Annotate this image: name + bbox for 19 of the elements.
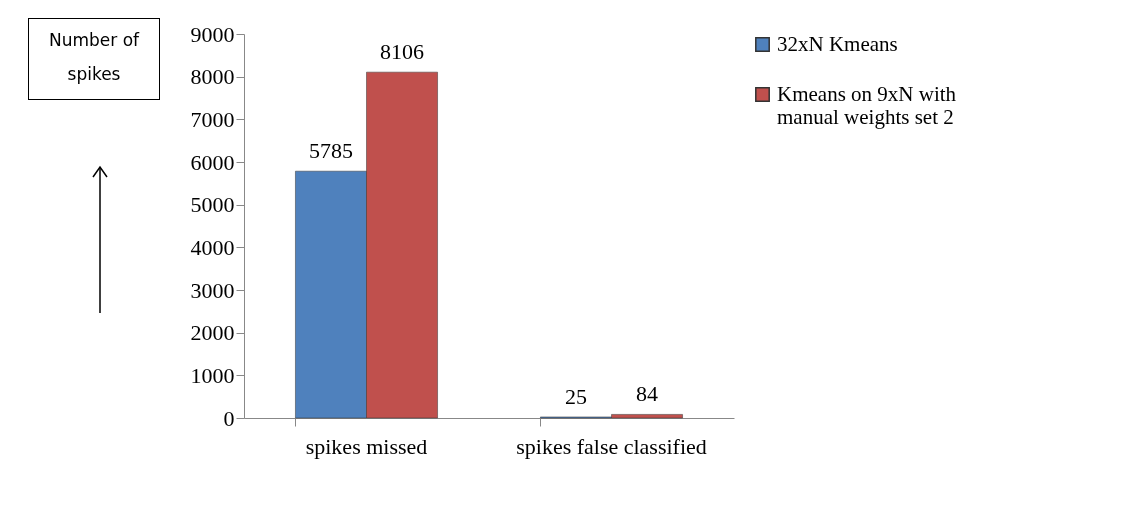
data-label: 84 (636, 381, 659, 407)
y-tick-label: 3000 (190, 277, 235, 303)
y-tick-label: 5000 (190, 192, 235, 218)
y-tick-label: 4000 (190, 234, 235, 260)
data-label: 8106 (380, 39, 425, 65)
y-tick-label: 7000 (190, 106, 235, 132)
y-axis-title: Number of spikes (28, 18, 160, 100)
y-tick-label: 6000 (190, 149, 235, 175)
y-tick-label: 1000 (190, 362, 235, 388)
data-label: 5785 (308, 138, 353, 164)
y-tick-label: 8000 (190, 64, 235, 90)
x-tick-label: spikes false classified (516, 433, 707, 459)
data-label: 25 (564, 383, 587, 409)
legend-label: Kmeans on 9xN with manual weights set 2 (777, 81, 957, 129)
x-tick-label: spikes missed (305, 433, 428, 459)
y-tick-label: 9000 (190, 21, 235, 47)
y-tick-label: 2000 (190, 320, 235, 346)
legend-label: 32xN Kmeans (777, 31, 898, 56)
y-tick-label: 0 (223, 405, 235, 431)
